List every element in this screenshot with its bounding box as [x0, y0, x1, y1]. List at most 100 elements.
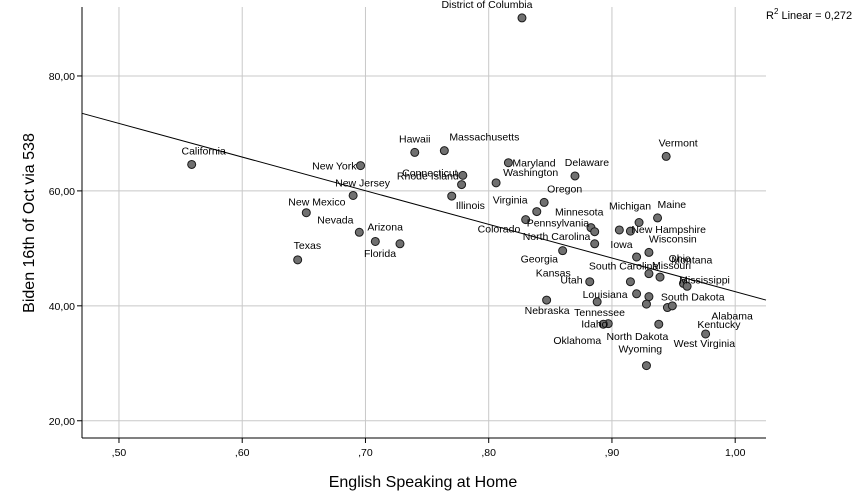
point-michigan — [634, 218, 644, 227]
y-tick-label: 20,00 — [49, 416, 75, 428]
label-iowa: Iowa — [610, 239, 632, 251]
label-wisconsin: Wisconsin — [649, 233, 697, 245]
point-delaware — [570, 171, 580, 181]
point-wyoming — [641, 361, 651, 371]
point-colorado — [521, 215, 531, 225]
point-connecticut — [457, 180, 467, 190]
point-maryland — [503, 158, 513, 168]
point-new-jersey — [348, 190, 358, 200]
label-wyoming: Wyoming — [618, 344, 662, 356]
x-tick-label: ,50 — [112, 447, 127, 459]
x-tick-label: ,60 — [235, 447, 250, 459]
fit-line-group — [81, 112, 767, 301]
label-hawaii: Hawaii — [399, 133, 431, 145]
point-vermont — [661, 151, 671, 161]
label-oklahoma: Oklahoma — [553, 335, 601, 347]
label-new-york: New York — [312, 161, 357, 173]
x-tick-label: ,80 — [481, 447, 496, 459]
label-louisiana: Louisiana — [583, 289, 628, 301]
label-south-carolina: South Carolina — [589, 261, 659, 273]
r2-label: R2 Linear = 0,272 — [766, 7, 852, 22]
label-arizona: Arizona — [367, 221, 403, 233]
label-oregon: Oregon — [547, 183, 582, 195]
label-north-dakota: North Dakota — [606, 331, 668, 343]
label-georgia: Georgia — [521, 254, 559, 266]
point-california — [187, 159, 197, 169]
point-north-dakota — [641, 299, 651, 309]
x-axis-title: English Speaking at Home — [329, 474, 518, 491]
label-connecticut: Connecticut — [402, 168, 458, 180]
label-new-hampshire: New Hampshire — [631, 224, 706, 236]
point-rhode-island — [458, 170, 468, 180]
label-massachusetts: Massachusetts — [449, 132, 519, 144]
point-ohio — [632, 252, 642, 262]
point-kentucky — [667, 301, 677, 311]
point-washington — [491, 178, 501, 188]
point-oklahoma — [598, 319, 608, 329]
point-new-hampshire — [614, 225, 624, 235]
label-washington: Washington — [503, 167, 558, 179]
y-axis-title: Biden 16th of Oct via 538 — [21, 133, 38, 313]
label-minnesota: Minnesota — [555, 207, 604, 219]
label-rhode-island: Rhode Island — [397, 170, 459, 182]
label-tennessee: Tennessee — [574, 307, 625, 319]
point-illinois — [447, 191, 457, 201]
point-missouri — [655, 272, 665, 282]
point-kansas — [585, 277, 595, 287]
tick-labels: ,50 ,60 ,70 ,80 ,90 1,00 20,00 40,00 60,00 80,00 — [49, 71, 746, 459]
label-ohio: Ohio — [669, 253, 691, 265]
label-district-of-columbia: District of Columbia — [441, 0, 532, 11]
label-kentucky: Kentucky — [697, 319, 741, 331]
point-iowa — [625, 226, 635, 236]
point-utah — [625, 277, 635, 287]
x-tick-label: ,90 — [605, 447, 620, 459]
label-new-mexico: New Mexico — [288, 197, 345, 209]
label-michigan: Michigan — [609, 201, 651, 213]
point-mississippi — [682, 281, 692, 291]
point-wisconsin — [644, 247, 654, 257]
point-west-virginia — [701, 329, 711, 339]
label-new-jersey: New Jersey — [335, 177, 391, 189]
label-west-virginia: West Virginia — [674, 338, 736, 350]
label-north-carolina: North Carolina — [523, 231, 591, 243]
point-arizona — [370, 236, 380, 246]
point-district-of-columbia — [517, 13, 527, 23]
point-oregon — [539, 197, 549, 207]
point-pennsylvania — [590, 227, 600, 237]
point-florida — [395, 239, 405, 249]
label-california: California — [182, 145, 227, 157]
label-south-dakota: South Dakota — [661, 292, 725, 304]
label-missouri: Missouri — [652, 260, 691, 272]
label-delaware: Delaware — [565, 157, 610, 169]
point-tennessee — [592, 297, 602, 307]
label-alabama: Alabama — [711, 311, 753, 323]
label-nebraska: Nebraska — [525, 305, 570, 317]
label-montana: Montana — [671, 254, 712, 266]
point-new-york — [356, 161, 366, 171]
point-virginia — [532, 207, 542, 217]
point-nevada — [354, 227, 364, 237]
label-texas: Texas — [294, 240, 321, 252]
label-kansas: Kansas — [536, 268, 571, 280]
axes — [77, 7, 766, 443]
point-massachusetts — [439, 146, 449, 156]
x-tick-label: 1,00 — [725, 447, 746, 459]
label-pennsylvania: Pennsylvania — [527, 218, 590, 230]
point-nebraska — [542, 295, 552, 305]
label-utah: Utah — [560, 275, 582, 287]
point-maine — [653, 213, 663, 223]
point-labels: District of Columbia California Hawaii Mass… — [182, 0, 754, 356]
point-south-dakota — [644, 292, 654, 302]
label-virginia: Virginia — [493, 195, 528, 207]
label-maryland: Maryland — [512, 158, 555, 170]
label-florida: Florida — [364, 248, 396, 260]
y-tick-label: 60,00 — [49, 186, 75, 198]
point-georgia — [558, 246, 568, 256]
y-tick-label: 80,00 — [49, 71, 75, 83]
point-north-carolina — [590, 239, 600, 249]
label-idaho: Idaho — [581, 319, 607, 331]
data-points — [187, 13, 711, 371]
label-maine: Maine — [658, 199, 687, 211]
gridlines — [82, 7, 766, 438]
